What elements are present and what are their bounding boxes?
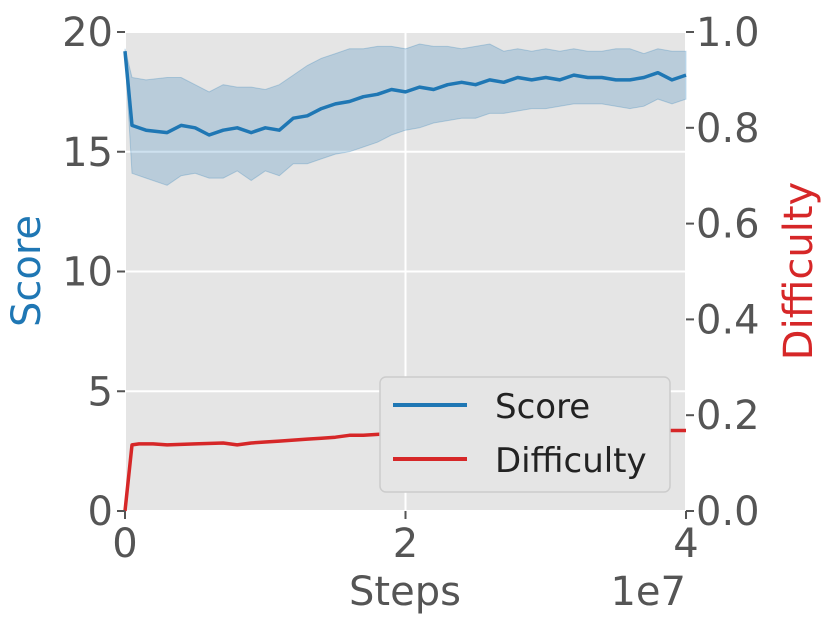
y-right-tick-label-5: 1.0 [696, 10, 760, 56]
x-tick-label-1: 2 [393, 521, 418, 567]
y-left-tick-label-4: 20 [62, 10, 113, 56]
y-left-axis-title: Score [4, 215, 50, 327]
y-left-tick-label-3: 15 [62, 130, 113, 176]
score-confidence-band [124, 43, 687, 186]
legend-score-label: Score [495, 387, 590, 427]
x-tick-label-0: 0 [112, 521, 137, 567]
y-left-tick-label-0: 0 [88, 489, 113, 535]
axes: 0 5 10 15 20 0.0 0.2 0.4 0.6 0.8 1.0 0 2 4 [62, 10, 760, 567]
y-right-tick-label-0: 0.0 [696, 489, 760, 535]
series-line-score [123, 51, 687, 137]
y-right-tick-label-4: 0.8 [696, 106, 760, 152]
x-axis-title: Steps [349, 569, 461, 615]
legend: Score Difficulty [379, 376, 671, 493]
y-right-tick-label-1: 0.2 [696, 393, 760, 439]
legend-difficulty-label: Difficulty [495, 441, 647, 481]
y-right-tick-label-2: 0.4 [696, 297, 760, 343]
y-left-tick-label-2: 10 [62, 250, 113, 296]
x-tick-label-2: 4 [673, 521, 698, 567]
score-band-layer [124, 43, 687, 186]
x-offset-label: 1e7 [610, 569, 686, 615]
y-right-tick-label-3: 0.6 [696, 202, 760, 248]
y-right-axis-title: Difficulty [776, 182, 822, 360]
y-left-tick-label-1: 5 [88, 369, 113, 415]
